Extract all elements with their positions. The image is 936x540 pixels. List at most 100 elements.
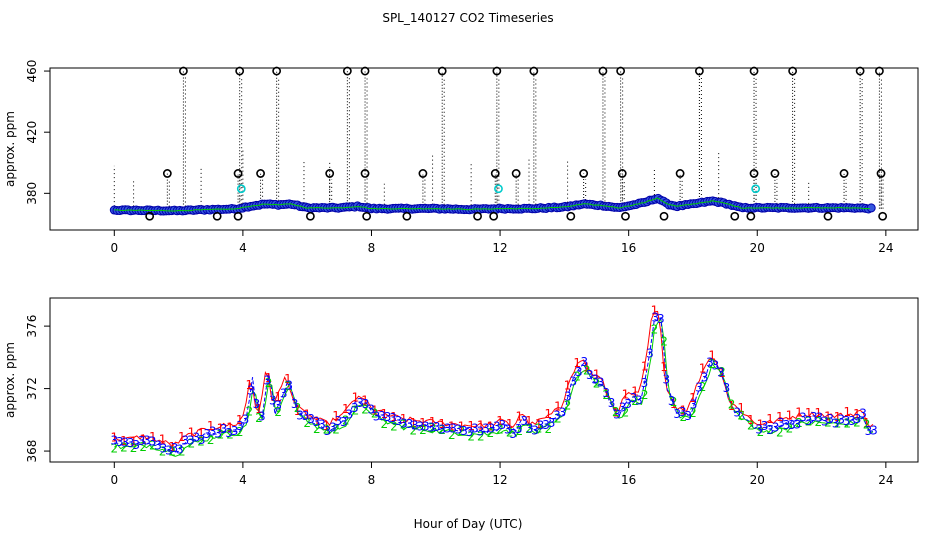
series-3-point: 3	[143, 433, 151, 447]
series-1-point: 1	[651, 303, 659, 317]
outlier-point	[492, 66, 502, 76]
outlier-point	[325, 169, 335, 178]
series-3-point: 3	[591, 372, 599, 386]
x-axis-title: Hour of Day (UTC)	[414, 517, 523, 531]
series-2-point: 2	[371, 406, 379, 420]
outlier-point	[490, 169, 500, 178]
series-2-point: 2	[737, 409, 745, 423]
series-2-point: 2	[776, 425, 784, 439]
series-1-point: 1	[120, 434, 128, 448]
series-2-point: 2	[381, 417, 389, 431]
series-1-point: 1	[139, 432, 147, 446]
series-3-point: 3	[417, 420, 425, 434]
series-2-point: 2	[352, 403, 360, 417]
series-2-point: 2	[651, 323, 659, 337]
series-1-point: 1	[245, 378, 253, 392]
series-1-point: 1	[159, 433, 167, 447]
series-2-point: 2	[525, 422, 533, 436]
series-3-point: 3	[559, 406, 567, 420]
outlier-point	[621, 211, 630, 221]
series-3-point: 3	[646, 347, 654, 361]
series-2-point: 2	[409, 423, 417, 437]
series-3-point: 3	[493, 420, 501, 434]
bottom-x-tick-label: 0	[110, 473, 118, 487]
outlier-point	[746, 211, 756, 221]
series-1-point: 1	[342, 402, 350, 416]
series-1-point: 1	[795, 405, 803, 419]
series-1-point: 1	[747, 413, 755, 427]
series-2-point: 2	[284, 379, 292, 393]
series-3-point: 3	[127, 436, 135, 450]
series-1-point: 1	[815, 406, 823, 420]
series-1-point: 1	[332, 409, 340, 423]
series-3-point: 3	[427, 421, 435, 435]
series-1-point: 1	[843, 405, 851, 419]
outlier-point	[617, 169, 627, 178]
top-x-tick-label: 0	[110, 241, 118, 255]
outlier-point	[788, 66, 798, 76]
series-2-point: 2	[766, 423, 774, 437]
series-2-point: 2	[670, 395, 678, 409]
series-3-point: 3	[324, 424, 332, 438]
series-3-point: 3	[580, 355, 588, 369]
series-3-point: 3	[815, 411, 823, 425]
outlier-point	[235, 66, 245, 76]
series-2-point: 2	[323, 422, 331, 436]
series-1-point: 1	[303, 408, 311, 422]
flagged-point	[494, 184, 503, 194]
outlier-point	[402, 211, 412, 221]
outlier-point	[256, 169, 265, 178]
series-3-point: 3	[635, 393, 643, 407]
series-3-point: 3	[236, 419, 244, 433]
series-1-point: 1	[689, 391, 697, 405]
series-2-point: 2	[747, 419, 755, 433]
series-3-point: 3	[597, 376, 605, 390]
series-1-point: 1	[467, 419, 475, 433]
series-1-point: 1	[419, 416, 427, 430]
series-3-point: 3	[378, 409, 386, 423]
series-1-point: 1	[458, 420, 466, 434]
series-3-point: 3	[406, 417, 414, 431]
series-1-point: 1	[409, 416, 417, 430]
bottom-x-tick-label: 16	[621, 473, 636, 487]
series-2-point: 2	[815, 415, 823, 429]
series-3-point: 3	[575, 365, 583, 379]
series-1-point: 1	[622, 388, 630, 402]
outlier-point	[233, 169, 243, 178]
series-1-point: 1	[371, 404, 379, 418]
series-3-line	[114, 317, 874, 453]
series-2-point: 2	[795, 416, 803, 430]
series-3-point: 3	[701, 371, 709, 385]
series-1-point: 1	[699, 362, 707, 376]
series-1-point: 1	[506, 417, 514, 431]
series-3-point: 3	[198, 433, 206, 447]
series-1-point: 1	[583, 361, 591, 375]
series-3-point: 3	[652, 310, 660, 324]
series-2-point: 2	[467, 430, 475, 444]
series-3-point: 3	[542, 418, 550, 432]
series-1-point: 1	[284, 372, 292, 386]
outlier-point	[579, 169, 589, 178]
series-3-point: 3	[865, 424, 873, 438]
series-1-point: 1	[535, 417, 543, 431]
series-2-point: 2	[477, 429, 485, 443]
bottom-y-tick-label: 372	[25, 377, 39, 400]
series-3-point: 3	[110, 434, 118, 448]
series-3-point: 3	[296, 408, 304, 422]
series-1-point: 1	[265, 371, 273, 385]
series-2-point: 2	[583, 364, 591, 378]
series-1-point: 1	[737, 401, 745, 415]
series-2-point: 2	[255, 411, 263, 425]
series-1-point: 1	[323, 419, 331, 433]
series-3-point: 3	[783, 418, 791, 432]
series-3-point: 3	[537, 418, 545, 432]
series-2-point: 2	[535, 421, 543, 435]
series-3-point: 3	[553, 409, 561, 423]
outlier-point	[511, 169, 521, 178]
top-x-tick-label: 16	[621, 241, 636, 255]
series-3-point: 3	[269, 393, 277, 407]
series-3-point: 3	[602, 386, 610, 400]
series-2-point: 2	[390, 419, 398, 433]
series-3-point: 3	[761, 419, 769, 433]
